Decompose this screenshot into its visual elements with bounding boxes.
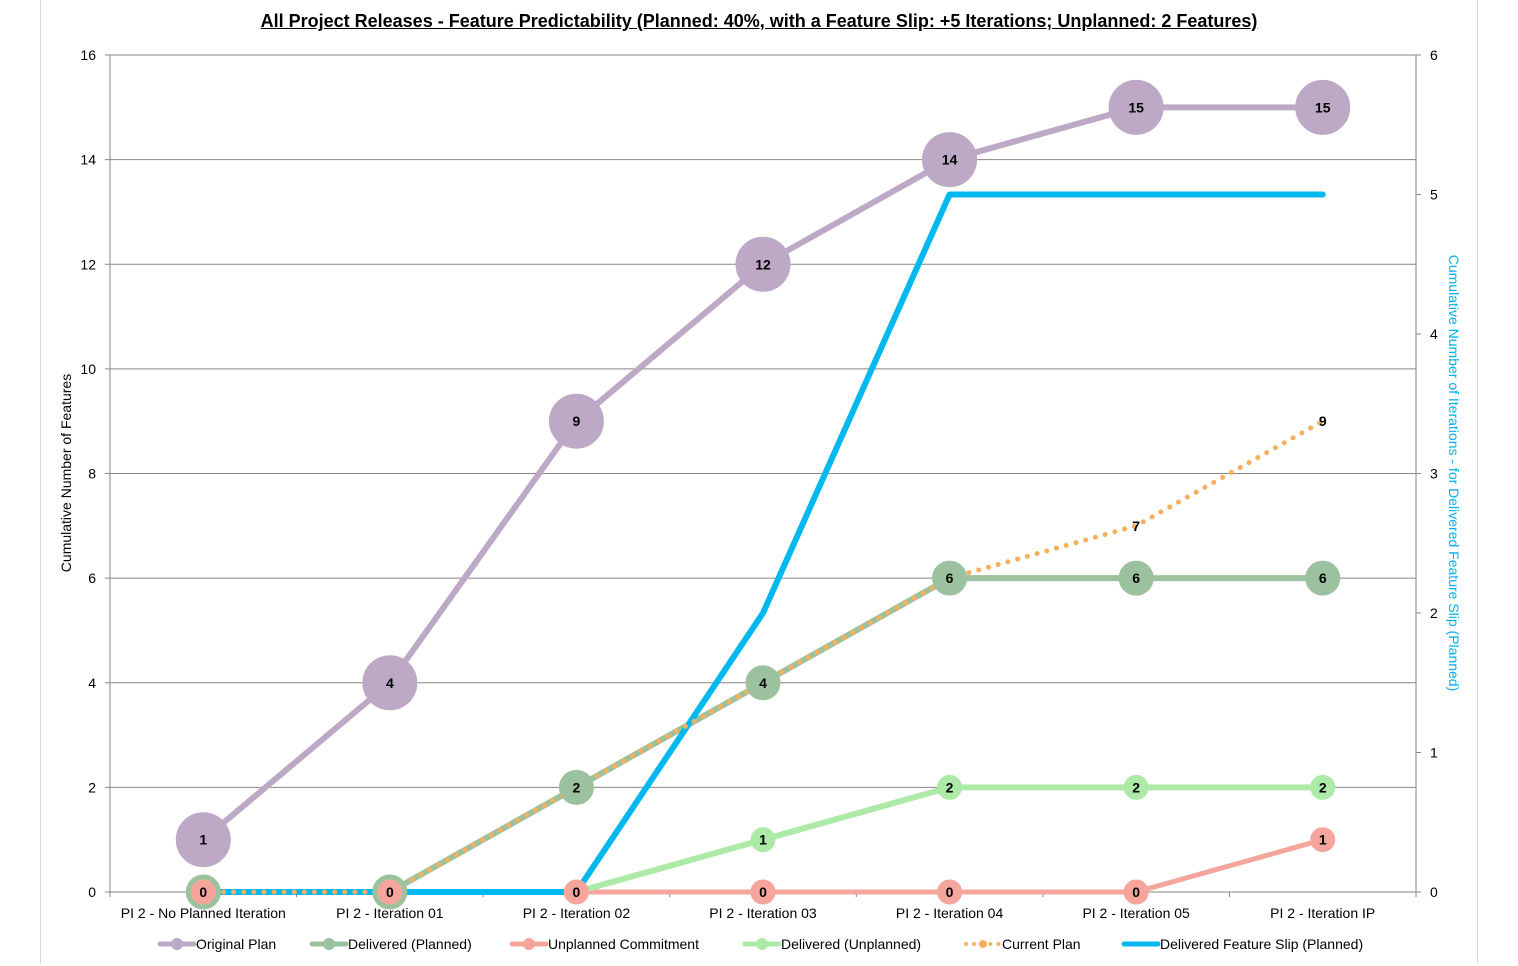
series-marker-1: [1118, 560, 1154, 596]
legend-marker-3: [756, 938, 768, 950]
series-marker-1: [932, 560, 968, 596]
y-tick-label: 14: [80, 152, 96, 168]
x-category-label: PI 2 - Iteration IP: [1270, 905, 1375, 921]
data-label-1: 4: [759, 675, 767, 691]
data-label-2: 0: [946, 884, 954, 900]
series-marker-2: [1123, 879, 1149, 905]
y2-tick-label: 2: [1430, 605, 1438, 621]
x-category-label: PI 2 - No Planned Iteration: [121, 905, 286, 921]
legend: Original Plan Delivered (Planned) Unplanne…: [157, 936, 1363, 952]
legend-label: Delivered Feature Slip (Planned): [1160, 936, 1363, 952]
data-label-2: 0: [759, 884, 767, 900]
y2-tick-label: 4: [1430, 326, 1438, 342]
series-marker-3: [1310, 774, 1336, 800]
y-tick-label: 2: [88, 779, 96, 795]
data-label-1: 6: [1132, 570, 1140, 586]
data-label-0: 14: [942, 152, 958, 168]
y-tick-label: 10: [80, 361, 96, 377]
data-label-3: 2: [1132, 779, 1140, 795]
data-label-0: 1: [199, 832, 207, 848]
x-category-label: PI 2 - Iteration 04: [896, 905, 1004, 921]
legend-label: Delivered (Planned): [348, 936, 472, 952]
series-marker-1: [745, 665, 781, 701]
x-axis-categories: PI 2 - No Planned Iteration PI 2 - Iterat…: [121, 905, 1375, 921]
data-label-0: 15: [1128, 99, 1144, 115]
chart-frame: [40, 0, 1478, 964]
series-marker-2: [750, 879, 776, 905]
data-label-2: 0: [1132, 884, 1140, 900]
legend-label: Delivered (Unplanned): [781, 936, 921, 952]
y-tick-label: 8: [88, 466, 96, 482]
x-category-label: PI 2 - Iteration 05: [1082, 905, 1190, 921]
legend-label: Current Plan: [1002, 936, 1081, 952]
y2-axis-title: Cumulative Number of Iterations - for De…: [1446, 255, 1462, 692]
series-marker-3: [937, 774, 963, 800]
series-marker-0: [735, 236, 791, 292]
data-label-1: 2: [573, 779, 581, 795]
y-tick-label: 0: [88, 884, 96, 900]
series-marker-0: [922, 132, 978, 188]
data-label-4: 7: [1132, 518, 1140, 534]
legend-marker-4: [979, 940, 987, 948]
y2-tick-label: 5: [1430, 187, 1438, 203]
y2-tick-label: 0: [1430, 884, 1438, 900]
series-marker-3: [750, 827, 776, 853]
series-marker-2: [1310, 827, 1336, 853]
data-label-3: 2: [1319, 779, 1327, 795]
y-axis-ticks: 0 2 4 6 8 10 12 14 16: [80, 47, 96, 900]
legend-marker-1: [323, 938, 335, 950]
legend-label: Original Plan: [196, 936, 276, 952]
data-label-2: 1: [1319, 832, 1327, 848]
series-marker-0: [362, 655, 418, 711]
series-marker-2: [937, 879, 963, 905]
y2-axis-ticks: 0 1 2 3 4 5 6: [1430, 47, 1438, 900]
y-axis-title: Cumulative Number of Features: [58, 374, 74, 572]
data-label-1: 0: [199, 884, 207, 900]
data-label-0: 15: [1315, 99, 1331, 115]
x-category-label: PI 2 - Iteration 02: [523, 905, 631, 921]
legend-marker-0: [171, 938, 183, 950]
legend-marker-2: [523, 938, 535, 950]
series-marker-1: [1305, 560, 1341, 596]
series-marker-2: [377, 879, 403, 905]
data-label-4: 9: [1319, 413, 1327, 429]
data-label-1: 6: [1319, 570, 1327, 586]
series-line-4: [200, 418, 1326, 895]
series-markers: [175, 79, 1351, 910]
y2-tick-label: 1: [1430, 745, 1438, 761]
x-category-label: PI 2 - Iteration 01: [336, 905, 444, 921]
series-marker-0: [1108, 79, 1164, 135]
data-label-0: 9: [573, 413, 581, 429]
data-label-1: 6: [946, 570, 954, 586]
y-tick-label: 4: [88, 675, 96, 691]
y-tick-label: 12: [80, 256, 96, 272]
series-marker-3: [1123, 774, 1149, 800]
series-marker-2: [190, 879, 216, 905]
chart-title: All Project Releases - Feature Predictab…: [260, 11, 1258, 31]
series-lines: [200, 104, 1326, 895]
data-label-1: 0: [386, 884, 394, 900]
series-marker-0: [175, 812, 231, 868]
series-marker-1: [558, 769, 594, 805]
y-tick-label: 6: [88, 570, 96, 586]
x-category-label: PI 2 - Iteration 03: [709, 905, 817, 921]
y2-tick-label: 3: [1430, 466, 1438, 482]
data-label-3: 2: [946, 779, 954, 795]
y-tick-label: 16: [80, 47, 96, 63]
data-label-0: 12: [755, 256, 771, 272]
data-label-2: 0: [573, 884, 581, 900]
data-label-0: 4: [386, 675, 394, 691]
data-label-3: 1: [759, 832, 767, 848]
legend-label: Unplanned Commitment: [548, 936, 699, 952]
y2-tick-label: 6: [1430, 47, 1438, 63]
series-marker-2: [563, 879, 589, 905]
series-marker-0: [548, 393, 604, 449]
series-marker-0: [1295, 79, 1351, 135]
